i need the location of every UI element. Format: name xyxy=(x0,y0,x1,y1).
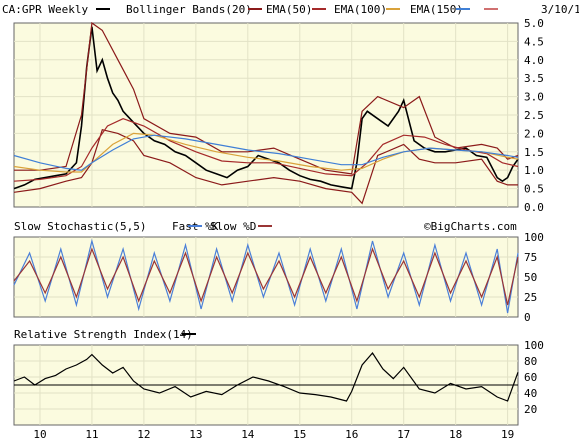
date-label: 3/10/19 xyxy=(541,3,579,16)
rsi-y-tick-label: 20 xyxy=(524,403,537,416)
x-tick-label: 15 xyxy=(293,428,306,441)
rsi-y-tick-label: 100 xyxy=(524,339,544,352)
bollinger-upper-line xyxy=(14,21,519,175)
slow-d-label: Slow %D xyxy=(210,220,256,233)
price-y-tick-label: 1.5 xyxy=(524,146,544,159)
price-y-tick-label: 3.5 xyxy=(524,72,544,85)
ema100-label: EMA(100) xyxy=(334,3,387,16)
ema-150-line xyxy=(13,134,519,171)
symbol-label: CA:GPR Weekly xyxy=(2,3,88,16)
stochastic-label: Slow Stochastic(5,5) xyxy=(14,220,146,233)
rsi-y-tick-label: 40 xyxy=(524,387,537,400)
stochastic-y-tick-label: 0 xyxy=(524,311,531,324)
x-tick-label: 17 xyxy=(397,428,410,441)
x-tick-label: 16 xyxy=(345,428,358,441)
price-y-tick-label: 0.0 xyxy=(524,201,544,214)
stochastic-y-tick-label: 50 xyxy=(524,271,537,284)
price-y-tick-label: 5.0 xyxy=(524,17,544,30)
price-y-tick-label: 3.0 xyxy=(524,91,544,104)
ema50-label: EMA(50) xyxy=(266,3,312,16)
ema-50-line xyxy=(13,118,519,182)
x-tick-label: 11 xyxy=(85,428,98,441)
grid: 0.0 0.5 1.0 1.5 2.0 2.5 3.0 3.5 4.0 4.5 5.0 0 25 50 75… xyxy=(14,17,544,441)
price-y-tick-label: 2.0 xyxy=(524,127,544,140)
x-tick-label: 18 xyxy=(449,428,462,441)
rsi-y-tick-label: 80 xyxy=(524,355,537,368)
x-tick-label: 12 xyxy=(137,428,150,441)
price-y-tick-label: 4.0 xyxy=(524,54,544,67)
bollinger-lower-line xyxy=(13,128,518,205)
price-line xyxy=(13,26,519,190)
x-tick-label: 13 xyxy=(189,428,202,441)
price-y-tick-label: 0.5 xyxy=(524,183,544,196)
x-tick-label: 19 xyxy=(501,428,514,441)
watermark: ©BigCharts.com xyxy=(424,220,517,233)
ema150-label: EMA(150) xyxy=(410,3,463,16)
rsi-y-tick-label: 60 xyxy=(524,371,537,384)
x-tick-label: 14 xyxy=(241,428,255,441)
slow-d-line xyxy=(13,247,519,306)
series-layer xyxy=(13,21,519,402)
price-y-tick-label: 4.5 xyxy=(524,35,544,48)
price-y-tick-label: 2.5 xyxy=(524,109,544,122)
rsi-label: Relative Strength Index(14) xyxy=(14,328,193,341)
stochastic-y-tick-label: 25 xyxy=(524,291,537,304)
stochastic-y-tick-label: 75 xyxy=(524,251,537,264)
price-y-tick-label: 1.0 xyxy=(524,164,544,177)
stochastic-y-tick-label: 100 xyxy=(524,231,544,244)
rsi-14-line xyxy=(13,352,519,402)
bollinger-label: Bollinger Bands(20) xyxy=(126,3,252,16)
x-tick-label: 10 xyxy=(33,428,46,441)
